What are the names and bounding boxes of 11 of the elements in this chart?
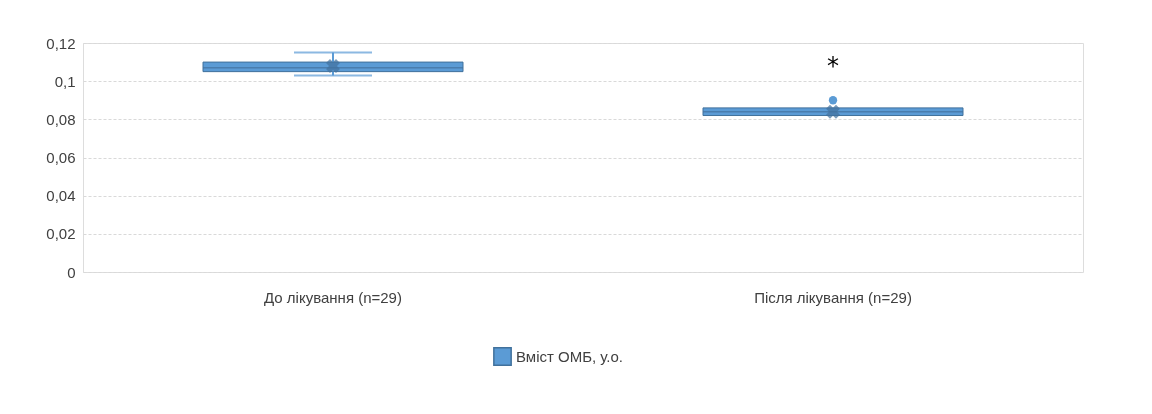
legend-label: Вміст ОМБ, у.о.	[516, 347, 624, 365]
y-tick-label: 0,08	[46, 110, 76, 128]
x-tick-label: До лікування (n=29)	[264, 288, 402, 306]
y-tick-label: 0,02	[46, 225, 76, 243]
annotation: *	[827, 52, 839, 80]
y-tick-label: 0,06	[46, 149, 76, 166]
y-tick-label: 0,04	[46, 187, 76, 205]
y-tick-label: 0	[67, 263, 76, 281]
y-tick-label: 0,12	[46, 34, 76, 52]
y-tick-label: 0,1	[54, 72, 76, 90]
x-tick-label: Після лікування (n=29)	[754, 288, 912, 306]
